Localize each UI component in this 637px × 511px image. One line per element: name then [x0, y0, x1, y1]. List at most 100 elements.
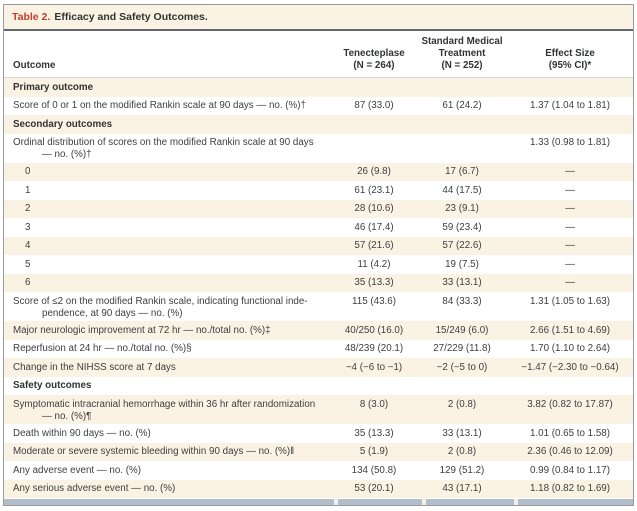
table-row: Ordinal distribution of scores on the mo… — [4, 134, 633, 163]
column-header-tenecteplase: Tenecteplase (N = 264) — [343, 48, 405, 71]
effect-size-value: 1.01 (0.65 to 1.58) — [529, 427, 611, 439]
table-row: Symptomatic intracranial hemorrhage with… — [4, 395, 633, 424]
effect-size-value: — — [565, 240, 575, 251]
standard-treatment-value: 44 (17.5) — [442, 184, 482, 196]
divider-gap — [334, 498, 338, 505]
table-row: Secondary outcomes — [4, 115, 633, 134]
tenecteplase-value: 87 (33.0) — [354, 100, 394, 111]
table-row: 4 57 (21.6) 57 (22.6) — — [4, 236, 633, 255]
effect-size-value: 3.82 (0.82 to 17.87) — [527, 398, 613, 410]
table-row: 3 46 (17.4) 59 (23.4) — — [4, 218, 633, 237]
table-row: Any adverse event — no. (%) 134 (50.8) 1… — [4, 461, 633, 480]
table-row: 2 28 (10.6) 23 (9.1) — — [4, 199, 633, 218]
tenecteplase-value: 48/239 (20.1) — [344, 343, 404, 354]
tenecteplase-value: 5 (1.9) — [359, 446, 389, 457]
standard-treatment-value: 43 (17.1) — [442, 483, 482, 494]
standard-treatment-value — [417, 377, 507, 381]
standard-treatment-value: 2 (0.8) — [447, 446, 477, 457]
outcome-label: Ordinal distribution of scores on the mo… — [13, 137, 314, 160]
outcome-label: 3 — [25, 221, 31, 233]
divider-segment — [4, 498, 334, 505]
divider-segment — [338, 498, 422, 505]
outcome-label: 2 — [25, 203, 31, 214]
standard-treatment-value: 61 (24.2) — [442, 100, 482, 111]
outcome-label: Safety outcomes — [13, 380, 92, 391]
table-number: Table 2. — [12, 11, 51, 23]
column-header-row: Outcome Tenecteplase (N = 264) Standard … — [4, 31, 633, 78]
tenecteplase-value: 46 (17.4) — [354, 221, 394, 233]
standard-treatment-value: 23 (9.1) — [445, 203, 479, 214]
tenecteplase-value: 53 (20.1) — [354, 483, 394, 494]
table-row: 0 26 (9.8) 17 (6.7) — — [4, 162, 633, 181]
outcome-label: Score of ≤2 on the modified Rankin scale… — [13, 295, 308, 319]
tenecteplase-value: 28 (10.6) — [354, 203, 394, 214]
table-row: Reperfusion at 24 hr — no./total no. (%)… — [4, 340, 633, 359]
standard-treatment-value: −2 (−5 to 0) — [436, 361, 488, 373]
table-row: Moderate or severe systemic bleeding wit… — [4, 442, 633, 461]
bottom-cutoff-divider — [4, 498, 633, 505]
effect-size-value: 1.18 (0.82 to 1.69) — [529, 483, 611, 494]
tenecteplase-value: 35 (13.3) — [354, 277, 394, 288]
table-row: 6 35 (13.3) 33 (13.1) — — [4, 273, 633, 292]
column-header-outcome: Outcome — [13, 60, 56, 71]
tenecteplase-value: 61 (23.1) — [354, 184, 394, 196]
standard-treatment-value: 2 (0.8) — [447, 398, 477, 410]
tenecteplase-value: 40/250 (16.0) — [344, 324, 404, 336]
standard-treatment-value: 129 (51.2) — [439, 464, 485, 476]
effect-size-value: 1.31 (1.05 to 1.63) — [529, 295, 611, 307]
table-row: Primary outcome — [4, 78, 633, 97]
table-row: Score of 0 or 1 on the modified Rankin s… — [4, 97, 633, 116]
outcome-label: 6 — [25, 277, 31, 288]
table-row: Any serious adverse event — no. (%) 53 (… — [4, 479, 633, 498]
outcome-label: Reperfusion at 24 hr — no./total no. (%)… — [13, 343, 192, 354]
effect-size-value: — — [565, 166, 575, 177]
effect-size-value — [507, 377, 633, 381]
standard-treatment-value: 27/229 (11.8) — [433, 343, 491, 354]
effect-size-value: −1.47 (−2.30 to −0.64) — [521, 361, 619, 373]
tenecteplase-value: 11 (4.2) — [357, 258, 391, 270]
table-title: Efficacy and Safety Outcomes. — [54, 11, 208, 23]
divider-gap — [422, 498, 426, 505]
standard-treatment-value: 57 (22.6) — [442, 240, 482, 251]
effect-size-value: 2.36 (0.46 to 12.09) — [527, 446, 613, 457]
tenecteplase-value: 115 (43.6) — [352, 295, 396, 307]
outcome-label: 4 — [25, 240, 31, 251]
standard-treatment-value: 84 (33.3) — [442, 295, 482, 307]
outcome-label: Major neurologic improvement at 72 hr — … — [13, 324, 271, 336]
effect-size-value: — — [565, 221, 575, 233]
standard-treatment-value: 15/249 (6.0) — [435, 324, 489, 336]
outcome-label: 5 — [25, 258, 31, 270]
standard-treatment-value — [417, 78, 507, 82]
standard-treatment-value: 33 (13.1) — [442, 427, 482, 439]
column-header-standard-medical: Standard Medical Treatment (N = 252) — [421, 36, 503, 71]
standard-treatment-value: 59 (23.4) — [442, 221, 482, 233]
standard-treatment-value: 19 (7.5) — [445, 258, 479, 270]
standard-treatment-value: 33 (13.1) — [442, 277, 482, 288]
effect-size-value: — — [565, 277, 575, 288]
table-title-bar: Table 2. Efficacy and Safety Outcomes. — [4, 5, 633, 31]
divider-segment — [426, 498, 514, 505]
tenecteplase-value: 57 (21.6) — [354, 240, 394, 251]
effect-size-value: — — [565, 203, 575, 214]
tenecteplase-value: 8 (3.0) — [359, 398, 389, 410]
effect-size-value — [507, 78, 633, 82]
tenecteplase-value: 35 (13.3) — [354, 427, 394, 439]
table-row: 5 11 (4.2) 19 (7.5) — — [4, 255, 633, 274]
outcomes-table: Table 2. Efficacy and Safety Outcomes. O… — [3, 4, 634, 506]
tenecteplase-value — [331, 377, 417, 381]
outcome-label: 0 — [25, 166, 31, 177]
outcome-label: Score of 0 or 1 on the modified Rankin s… — [13, 100, 306, 111]
outcome-label: Change in the NIHSS score at 7 days — [13, 361, 176, 373]
effect-size-value — [507, 115, 633, 119]
tenecteplase-value: −4 (−6 to −1) — [345, 361, 403, 373]
table-body: Primary outcome Score of 0 or 1 on the m… — [4, 78, 633, 498]
tenecteplase-value: 134 (50.8) — [351, 464, 397, 476]
outcome-label: Secondary outcomes — [13, 118, 113, 130]
tenecteplase-value — [331, 134, 417, 138]
table-row: 1 61 (23.1) 44 (17.5) — — [4, 181, 633, 200]
table-row: Major neurologic improvement at 72 hr — … — [4, 321, 633, 340]
table-row: Change in the NIHSS score at 7 days −4 (… — [4, 358, 633, 377]
outcome-label: Death within 90 days — no. (%) — [13, 427, 151, 439]
table-row: Safety outcomes — [4, 377, 633, 396]
outcome-label: Symptomatic intracranial hemorrhage with… — [13, 398, 316, 422]
